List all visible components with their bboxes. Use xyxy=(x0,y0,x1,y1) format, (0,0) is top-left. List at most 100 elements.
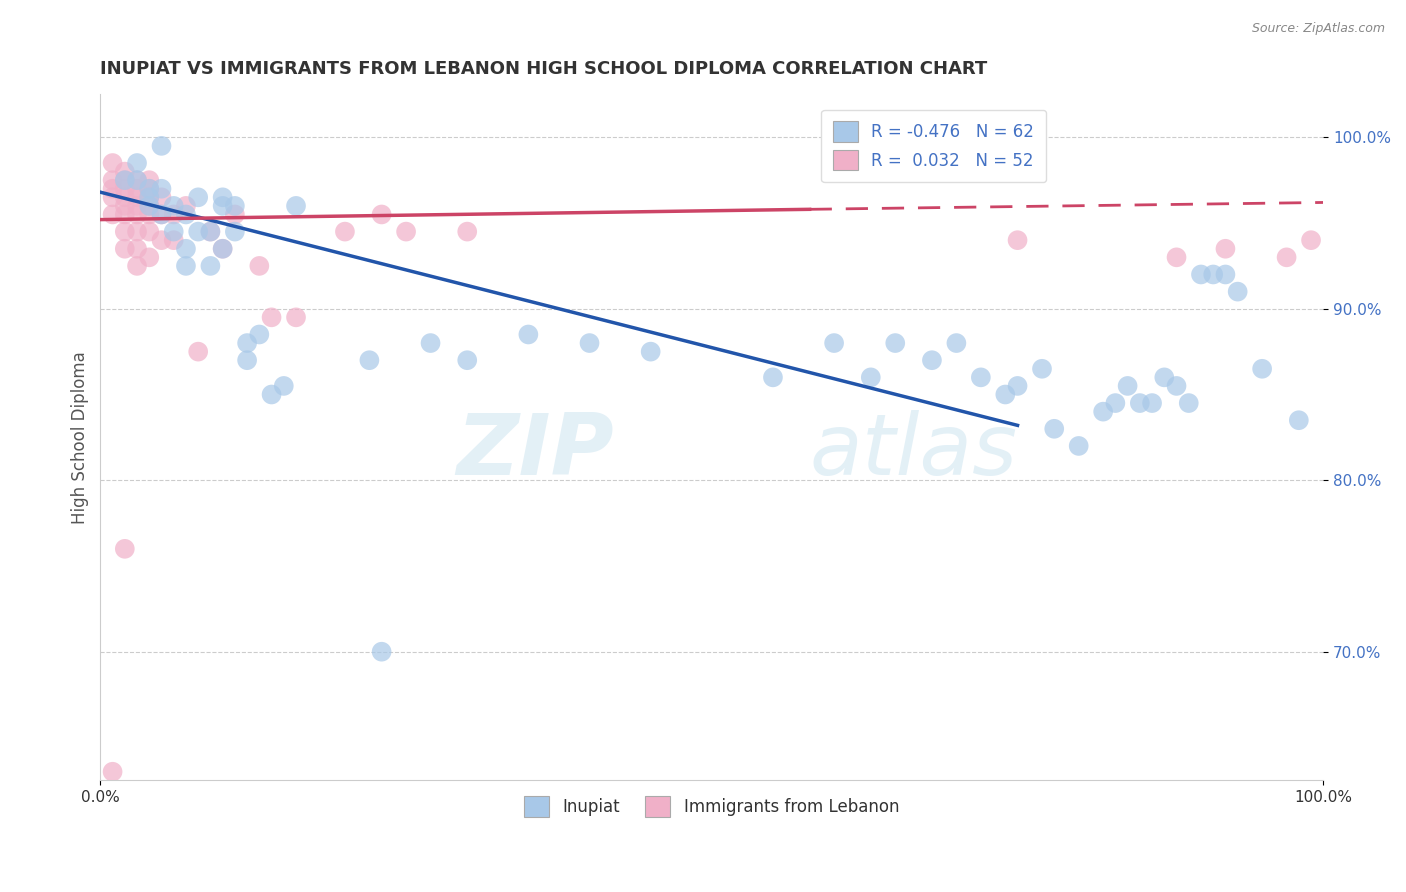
Point xyxy=(200,259,222,273)
Point xyxy=(1043,422,1066,436)
Point xyxy=(1226,285,1249,299)
Point xyxy=(125,156,148,170)
Point xyxy=(370,207,392,221)
Point xyxy=(138,173,160,187)
Point xyxy=(138,225,160,239)
Point xyxy=(236,353,259,368)
Point xyxy=(211,242,233,256)
Point xyxy=(884,336,907,351)
Point xyxy=(211,199,233,213)
Point xyxy=(138,199,160,213)
Point xyxy=(163,207,186,221)
Point xyxy=(395,225,418,239)
Point xyxy=(285,199,308,213)
Point xyxy=(823,336,845,351)
Text: atlas: atlas xyxy=(810,409,1018,492)
Point xyxy=(114,242,136,256)
Point xyxy=(1166,250,1188,264)
Point xyxy=(1116,379,1139,393)
Point xyxy=(273,379,295,393)
Point xyxy=(260,387,283,401)
Point xyxy=(921,353,943,368)
Point xyxy=(1031,361,1053,376)
Point xyxy=(125,173,148,187)
Point xyxy=(187,190,209,204)
Point xyxy=(1007,379,1029,393)
Point xyxy=(138,182,160,196)
Point xyxy=(1202,268,1225,282)
Point xyxy=(101,207,124,221)
Point xyxy=(285,310,308,325)
Point xyxy=(187,225,209,239)
Point xyxy=(138,190,160,204)
Point xyxy=(114,207,136,221)
Point xyxy=(150,207,173,221)
Point xyxy=(359,353,381,368)
Point xyxy=(114,199,136,213)
Point xyxy=(333,225,356,239)
Point xyxy=(125,199,148,213)
Point xyxy=(150,182,173,196)
Point xyxy=(101,190,124,204)
Point xyxy=(1251,361,1274,376)
Point xyxy=(419,336,441,351)
Point xyxy=(1166,379,1188,393)
Point xyxy=(517,327,540,342)
Y-axis label: High School Diploma: High School Diploma xyxy=(72,351,89,524)
Point xyxy=(138,207,160,221)
Point xyxy=(150,139,173,153)
Point xyxy=(138,190,160,204)
Point xyxy=(1104,396,1126,410)
Point xyxy=(211,190,233,204)
Point xyxy=(970,370,993,384)
Point xyxy=(150,233,173,247)
Point xyxy=(200,225,222,239)
Point xyxy=(456,353,478,368)
Point xyxy=(1092,404,1115,418)
Point xyxy=(150,207,173,221)
Point xyxy=(163,199,186,213)
Point xyxy=(125,259,148,273)
Point xyxy=(456,225,478,239)
Point xyxy=(187,344,209,359)
Point xyxy=(138,250,160,264)
Point xyxy=(1215,268,1237,282)
Point xyxy=(174,207,197,221)
Point xyxy=(101,173,124,187)
Point xyxy=(1288,413,1310,427)
Point xyxy=(224,207,246,221)
Point xyxy=(114,173,136,187)
Point xyxy=(114,190,136,204)
Point xyxy=(247,327,270,342)
Point xyxy=(247,259,270,273)
Point xyxy=(125,190,148,204)
Point xyxy=(224,225,246,239)
Point xyxy=(174,199,197,213)
Point xyxy=(1129,396,1152,410)
Point xyxy=(945,336,967,351)
Point xyxy=(200,225,222,239)
Point xyxy=(994,387,1017,401)
Point xyxy=(114,225,136,239)
Point xyxy=(114,173,136,187)
Point xyxy=(150,190,173,204)
Point xyxy=(224,199,246,213)
Point xyxy=(1140,396,1163,410)
Point xyxy=(101,764,124,779)
Point xyxy=(1299,233,1322,247)
Point xyxy=(260,310,283,325)
Point xyxy=(101,182,124,196)
Point xyxy=(125,207,148,221)
Point xyxy=(1153,370,1175,384)
Point xyxy=(125,173,148,187)
Point xyxy=(114,164,136,178)
Point xyxy=(174,259,197,273)
Point xyxy=(101,156,124,170)
Point xyxy=(859,370,882,384)
Point xyxy=(1177,396,1199,410)
Point xyxy=(1007,233,1029,247)
Point xyxy=(1215,242,1237,256)
Point xyxy=(211,242,233,256)
Point xyxy=(163,233,186,247)
Text: Source: ZipAtlas.com: Source: ZipAtlas.com xyxy=(1251,22,1385,36)
